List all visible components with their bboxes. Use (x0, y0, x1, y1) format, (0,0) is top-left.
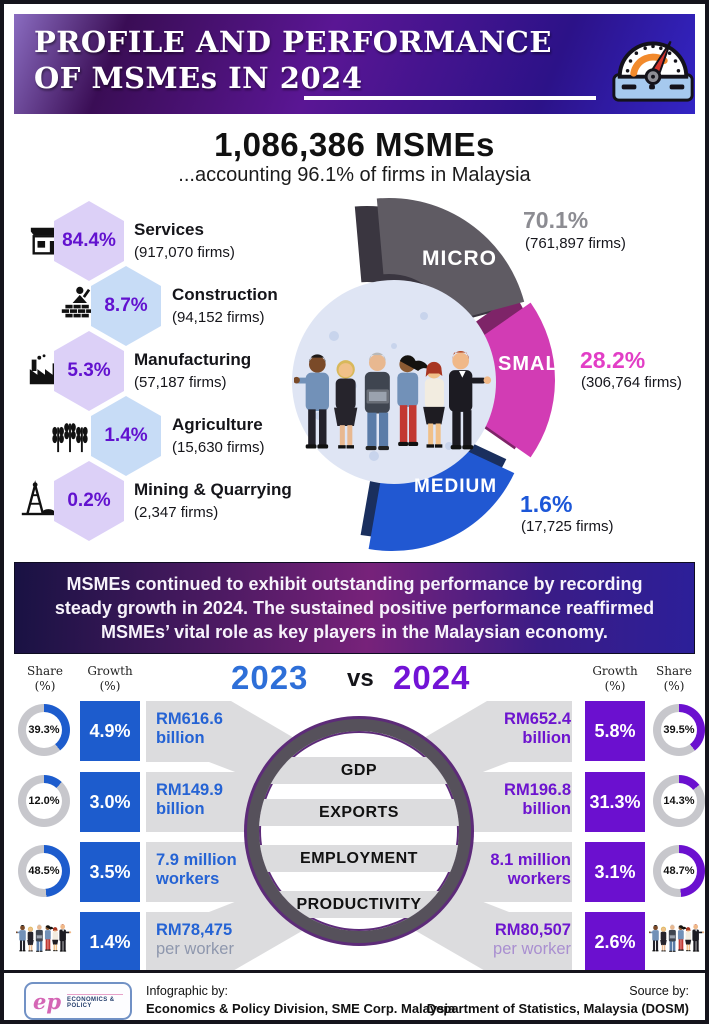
exports-value-2023: RM149.9 billion (156, 781, 223, 818)
factory-icon (29, 354, 61, 385)
metric-exports: EXPORTS (259, 799, 459, 826)
growth-header-left: Growth (%) (87, 664, 133, 693)
manufacturing-share: 5.3% (67, 360, 111, 381)
page-title: PROFILE AND PERFORMANCE OF MSMEs IN 2024 (34, 24, 552, 96)
exports-share-donut-2023: 12.0% (18, 775, 70, 827)
bricklayer-icon (61, 286, 94, 318)
gdp-share-donut-2023: 39.3% (18, 704, 70, 756)
construction-share: 8.7% (104, 295, 148, 316)
mining-count: (2,347 firms) (134, 504, 219, 521)
banner-line1: MSMEs continued to exhibit outstanding p… (66, 574, 643, 594)
title-underline (304, 96, 596, 100)
page-title-line2: OF MSMEs IN 2024 (34, 61, 363, 95)
logo-ep-text: ep (33, 988, 62, 1014)
employment-growth-2024: 3.1% (585, 842, 645, 902)
small-wedge (470, 302, 555, 458)
total-msmes: 1,086,386 MSMEs (214, 126, 495, 163)
total-subtitle: ...accounting 96.1% of firms in Malaysia (178, 164, 531, 186)
metrics-circle: GDP EXPORTS EMPLOYMENT PRODUCTIVITY (247, 719, 471, 943)
medium-firms: (17,725 firms) (521, 518, 614, 535)
employment-value-2023: 7.9 million workers (156, 851, 237, 888)
productivity-growth-2023: 1.4% (80, 912, 140, 972)
workers-icon-right (649, 908, 705, 964)
micro-firms: (761,897 firms) (525, 235, 626, 252)
medium-share: 1.6% (520, 491, 573, 517)
hexagon-agriculture: 1.4% (91, 396, 161, 476)
hexagon-mining: 0.2% (54, 461, 124, 541)
gdp-share-donut-2024: 39.5% (653, 704, 705, 756)
infographic-by-label: Infographic by: (146, 984, 228, 998)
share-header-left: Share (%) (27, 664, 63, 693)
metric-productivity: PRODUCTIVITY (259, 891, 459, 918)
construction-label: Construction (172, 285, 278, 304)
employment-share-donut-2023: 48.5% (18, 845, 70, 897)
source-by: Department of Statistics, Malaysia (DOSM… (426, 1001, 689, 1016)
productivity-value-2024: RM80,507 per worker (493, 921, 571, 958)
speedometer-icon (612, 40, 694, 102)
year-2023: 2023 (231, 659, 309, 696)
exports-value-2024: RM196.8 billion (504, 781, 571, 818)
gdp-growth-2023: 4.9% (80, 701, 140, 761)
agriculture-count: (15,630 firms) (172, 439, 265, 456)
services-label: Services (134, 220, 204, 239)
manufacturing-count: (57,187 firms) (134, 374, 227, 391)
vs-label: vs (347, 665, 374, 692)
banner-line2: steady growth in 2024. The sustained pos… (54, 598, 655, 618)
wheat-icon (52, 423, 88, 453)
mining-label: Mining & Quarrying (134, 480, 292, 499)
header-banner: PROFILE AND PERFORMANCE OF MSMEs IN 2024 (14, 14, 695, 114)
metric-employment: EMPLOYMENT (259, 845, 459, 872)
growth-header-right: Growth (%) (592, 664, 638, 693)
micro-label: MICRO (422, 247, 497, 270)
employment-value-2024: 8.1 million workers (490, 851, 571, 888)
micro-wedge (376, 197, 525, 322)
share-header-right: Share (%) (656, 664, 692, 693)
medium-wedge (368, 442, 515, 552)
exports-growth-2024: 31.3% (585, 772, 645, 832)
services-share: 84.4% (62, 230, 116, 251)
hexagon-services: 84.4% (54, 201, 124, 281)
gdp-value-2024: RM652.4 billion (504, 710, 571, 747)
productivity-value-2023: RM78,475 per worker (156, 921, 234, 958)
small-firms: (306,764 firms) (581, 374, 682, 391)
infographic-by: Economics & Policy Division, SME Corp. M… (146, 1001, 456, 1016)
agriculture-label: Agriculture (172, 415, 263, 434)
exports-share-donut-2024: 14.3% (653, 775, 705, 827)
page-title-line1: PROFILE AND PERFORMANCE (34, 25, 552, 59)
ep-division-logo: ep ECONOMICS & POLICY (24, 982, 132, 1020)
size-donut-chart (292, 197, 555, 552)
micro-share: 70.1% (523, 207, 589, 233)
manufacturing-label: Manufacturing (134, 350, 252, 369)
services-count: (917,070 firms) (134, 244, 235, 261)
gdp-growth-2024: 5.8% (585, 701, 645, 761)
banner-line3: MSMEs’ vital role as key players in the … (101, 622, 608, 642)
employment-share-donut-2024: 48.7% (653, 845, 705, 897)
hexagon-manufacturing: 5.3% (54, 331, 124, 411)
source-by-label: Source by: (629, 984, 689, 998)
workers-icon-left (16, 908, 72, 964)
year-2024: 2024 (393, 659, 471, 696)
metric-gdp: GDP (259, 757, 459, 784)
employment-growth-2023: 3.5% (80, 842, 140, 902)
agriculture-share: 1.4% (104, 425, 148, 446)
exports-growth-2023: 3.0% (80, 772, 140, 832)
footer-divider (4, 970, 705, 973)
logo-sub-text: ECONOMICS & POLICY (67, 993, 123, 1009)
performance-banner: MSMEs continued to exhibit outstanding p… (14, 562, 695, 654)
mining-share: 0.2% (67, 490, 111, 511)
medium-label: MEDIUM (414, 476, 498, 497)
gdp-value-2023: RM616.6 billion (156, 710, 223, 747)
mine-icon (21, 480, 57, 516)
small-share: 28.2% (580, 347, 646, 373)
hexagon-construction: 8.7% (91, 266, 161, 346)
productivity-growth-2024: 2.6% (585, 912, 645, 972)
small-label: SMALL (498, 353, 572, 375)
construction-count: (94,152 firms) (172, 309, 265, 326)
